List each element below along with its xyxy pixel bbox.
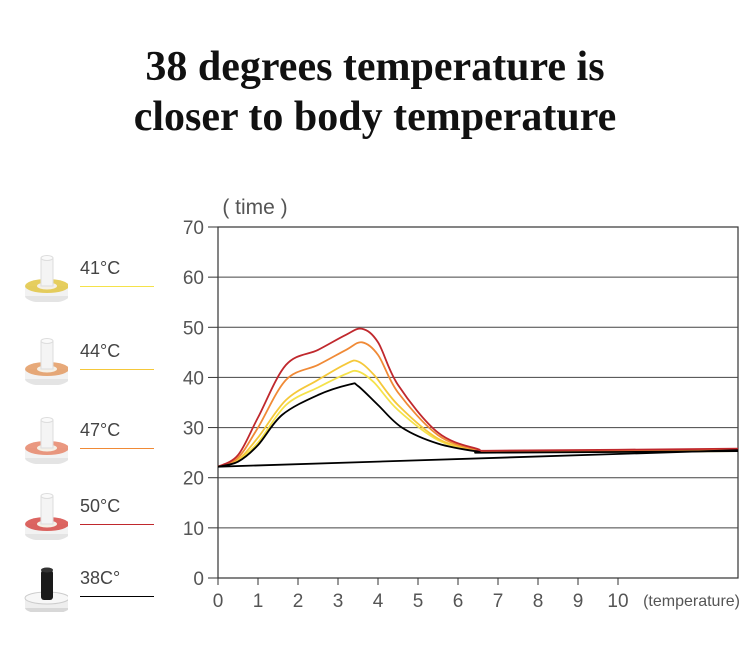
legend-item: 50°C (18, 488, 158, 544)
legend-swatch-line (80, 448, 154, 449)
x-tick-label: 10 (607, 591, 628, 612)
legend-label: 38C° (80, 568, 121, 588)
x-tick-label: 8 (533, 591, 544, 612)
x-tick-label: 0 (213, 591, 224, 612)
series-line-38c (217, 382, 739, 468)
legend: 41°C 44°C 47°C 50°C 38C° (0, 0, 200, 652)
legend-label: 50°C (80, 496, 121, 516)
y-tick-label: 10 (183, 519, 204, 540)
x-tick-label: 1 (253, 591, 264, 612)
legend-label: 47°C (80, 420, 121, 440)
x-tick-label: 7 (493, 591, 504, 612)
y-tick-label: 60 (183, 268, 204, 289)
chart-title: 38 degrees temperature is closer to body… (0, 42, 750, 142)
y-tick-label: 0 (193, 569, 204, 590)
x-tick-label: 4 (373, 591, 384, 612)
x-tick-label: 6 (453, 591, 464, 612)
plot-frame (217, 226, 739, 579)
y-tick-label: 30 (183, 419, 204, 440)
series-line-47c (217, 341, 739, 468)
y-tick-label: 40 (183, 368, 204, 389)
legend-swatch-line (80, 524, 154, 525)
series-line-baseline (217, 449, 739, 468)
title-line-1: 38 degrees temperature is (145, 44, 605, 90)
x-tick-label: 2 (293, 591, 304, 612)
x-tick-label: 3 (333, 591, 344, 612)
moxa-cup-icon (25, 338, 68, 385)
legend-item: 44°C (18, 333, 158, 389)
legend-swatch-line (80, 286, 154, 287)
y-tick-label: 50 (183, 318, 204, 339)
moxa-cup-icon (25, 417, 68, 464)
legend-item: 38C° (18, 560, 158, 616)
legend-swatch-line (80, 369, 154, 370)
legend-item: 41°C (18, 250, 158, 306)
legend-item: 47°C (18, 412, 158, 468)
y-axis-label: ( time ) (222, 196, 287, 219)
y-tick-label: 20 (183, 469, 204, 490)
moxa-cup-icon (25, 493, 68, 540)
moxa-stick-icon (24, 567, 68, 612)
title-line-2: closer to body temperature (133, 94, 617, 140)
x-tick-label: 9 (573, 591, 584, 612)
moxa-cup-icon (25, 255, 68, 302)
x-tick-label: 5 (413, 591, 424, 612)
legend-swatch-line (80, 596, 154, 597)
x-axis-label: (temperature) (643, 593, 740, 610)
y-tick-label: 70 (183, 218, 204, 239)
legend-label: 41°C (80, 258, 121, 278)
legend-label: 44°C (80, 341, 121, 361)
